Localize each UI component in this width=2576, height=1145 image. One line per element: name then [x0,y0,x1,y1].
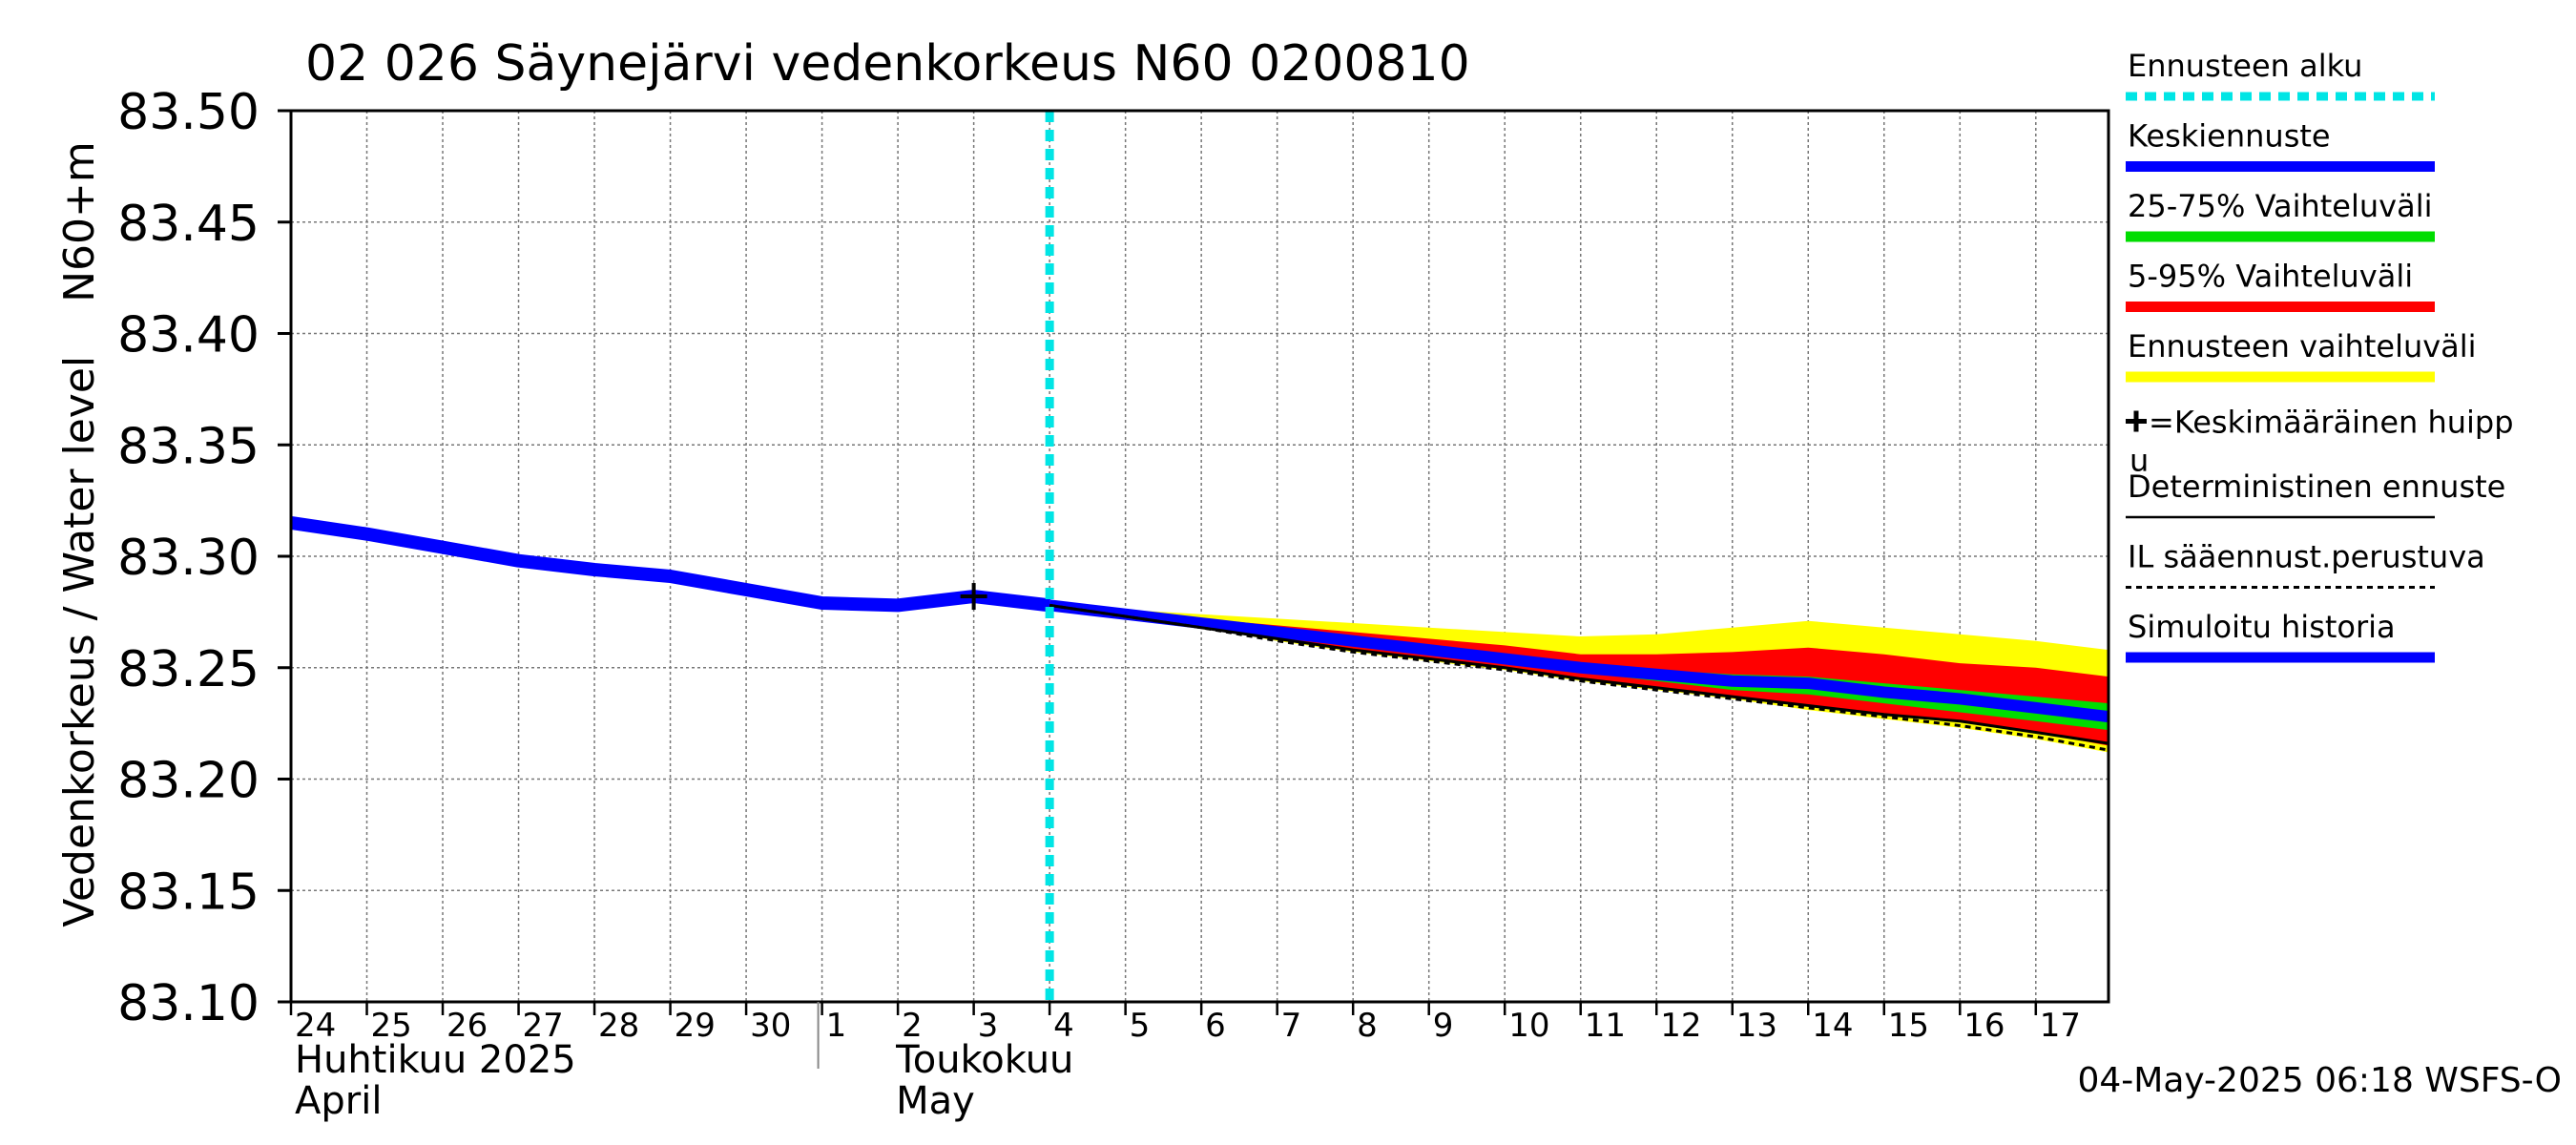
legend-label: IL sääennust.perustuva [2128,539,2485,575]
series-simuloitu-historia [289,516,1050,613]
x-tick-label: 11 [1585,1007,1626,1045]
x-tick-labels: 24 25 26 27 28 29 30 1 2 3 4 5 6 7 8 9 10 11 12 13 14 15 16 17 [289,1002,2081,1045]
x-tick-label: 3 [978,1007,999,1045]
x-tick-label: 15 [1888,1007,1929,1045]
chart-title: 02 026 Säynejärvi vedenkorkeus N60 02008… [305,35,1470,93]
x-tick-label: 29 [675,1007,716,1045]
x-tick-label: 27 [523,1007,564,1045]
x-tick-label: 9 [1433,1007,1454,1045]
x-tick-label: 7 [1281,1007,1302,1045]
footer-timestamp: 04-May-2025 06:18 WSFS-O [2077,1061,2562,1100]
legend-label: 25-75% Vaihteluväli [2128,188,2432,224]
x-tick-label: 1 [826,1007,847,1045]
legend-label: Deterministinen ennuste [2128,468,2505,505]
y-tick-label: 83.15 [117,864,260,921]
x-tick-label: 4 [1053,1007,1074,1045]
x-tick-label: 5 [1130,1007,1151,1045]
x-tick-label: 10 [1508,1007,1549,1045]
series-keskiennuste [1049,599,2109,723]
month-label-fi: Huhtikuu 2025 [295,1038,576,1082]
x-tick-label: 2 [902,1007,923,1045]
x-tick-label: 26 [447,1007,488,1045]
y-axis-title: Vedenkorkeus / Water level N60+m [55,141,104,926]
x-tick-label: 28 [598,1007,639,1045]
y-tick-label: 83.10 [117,975,260,1032]
y-tick-label: 83.35 [117,418,260,475]
y-tick-label: 83.45 [117,196,260,253]
markers [960,111,1054,1002]
x-tick-label: 30 [750,1007,791,1045]
x-tick-label: 13 [1736,1007,1777,1045]
legend-label: =Keskimääräinen huipp [2149,405,2514,441]
x-tick-label: 16 [1963,1007,2005,1045]
x-tick-label: 24 [295,1007,336,1045]
month-label-fi: Toukokuu [895,1038,1073,1082]
y-tick-labels: 83.10 83.15 83.20 83.25 83.30 83.35 83.40 83.45… [117,84,291,1032]
y-tick-label: 83.20 [117,753,260,810]
legend-label: Ennusteen vaihteluväli [2128,328,2477,364]
x-tick-label: 25 [371,1007,412,1045]
x-tick-label: 12 [1660,1007,1701,1045]
x-tick-label: 8 [1357,1007,1378,1045]
y-tick-label: 83.25 [117,641,260,698]
y-tick-label: 83.40 [117,307,260,364]
month-label-en: May [896,1079,975,1123]
x-tick-label: 17 [2040,1007,2081,1045]
y-tick-label: 83.30 [117,530,260,587]
x-tick-label: 14 [1812,1007,1853,1045]
series-lines [289,516,2109,752]
series-il-s-ennust-perustuva [1049,603,2109,752]
legend: Ennusteen alku Keskiennuste 25-75% Vaihtel… [2126,48,2514,663]
legend-label: 5-95% Vaihteluväli [2128,259,2413,295]
legend-label: Simuloitu historia [2128,609,2396,645]
legend-label: Keskiennuste [2128,118,2331,155]
legend-label: Ennusteen alku [2128,48,2362,84]
month-label-en: April [295,1079,382,1123]
y-tick-label: 83.50 [117,84,260,141]
y-axis-label: Vedenkorkeus / Water level N60+m [55,141,104,926]
legend-label-continued: u [2129,443,2149,479]
x-tick-label: 6 [1205,1007,1226,1045]
